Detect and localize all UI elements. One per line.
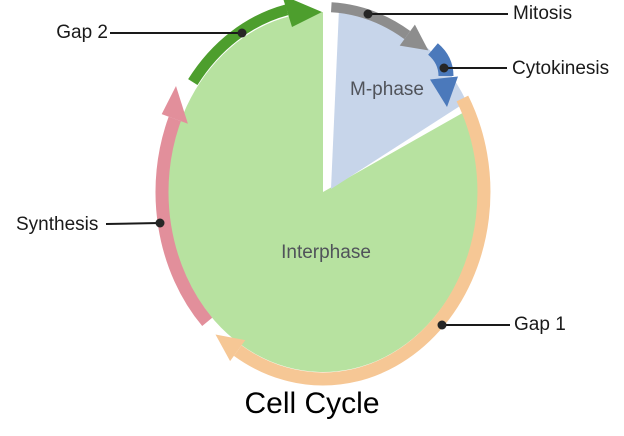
interphase-label: Interphase xyxy=(281,242,371,263)
gap2-label: Gap 2 xyxy=(56,22,108,43)
gap1-arrowhead xyxy=(215,334,246,362)
synthesis-arrowhead xyxy=(161,86,188,124)
diagram-title: Cell Cycle xyxy=(244,387,380,420)
mitosis-leader-dot xyxy=(363,9,373,19)
gap1-arrow-arc xyxy=(233,95,491,386)
synthesis-arrow-arc xyxy=(155,116,213,327)
synthesis-label: Synthesis xyxy=(16,214,99,235)
gap2-leader-dot xyxy=(237,28,247,38)
mitosis-label: Mitosis xyxy=(513,3,573,24)
cytokinesis-label: Cytokinesis xyxy=(512,58,610,79)
gap2-arrowhead xyxy=(283,0,322,27)
interphase-slice xyxy=(167,12,478,373)
gap2-arrow-arc xyxy=(188,4,289,86)
cytokinesis-arrowhead xyxy=(430,76,458,107)
gap1-label: Gap 1 xyxy=(514,314,566,335)
cytokinesis-arrow-shaft xyxy=(427,43,454,77)
gap1-leader-dot xyxy=(437,320,447,330)
synthesis-leader-dot xyxy=(155,218,165,228)
synthesis-leader-line xyxy=(105,222,161,225)
leader-dots xyxy=(155,9,449,330)
leader-lines xyxy=(105,13,510,326)
cytokinesis-leader-dot xyxy=(439,63,449,73)
m-phase-label: M-phase xyxy=(350,79,424,100)
mitosis-arrowhead xyxy=(399,24,429,51)
